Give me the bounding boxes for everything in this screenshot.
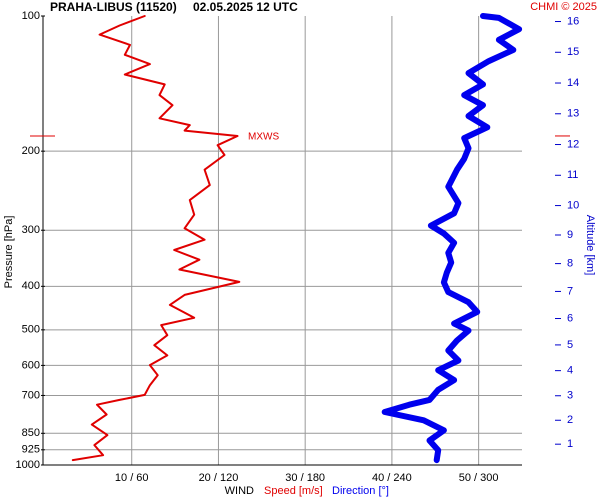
y-tick-label: 300 <box>22 224 40 236</box>
y-tick-label: 850 <box>22 427 40 439</box>
y2-tick-label: 12 <box>567 138 579 150</box>
x-tick-label: 20 / 120 <box>199 472 239 484</box>
mxws-label: MXWS <box>248 132 279 143</box>
profile-line <box>381 13 523 464</box>
y2-tick-label: 14 <box>567 77 579 89</box>
y-tick-label: 400 <box>22 280 40 292</box>
y2-tick-label: 15 <box>567 46 579 58</box>
x-tick-label: 30 / 180 <box>285 472 325 484</box>
y2-tick-label: 2 <box>567 414 573 426</box>
x-tick-label: 50 / 300 <box>459 472 499 484</box>
credit: CHMI © 2025 <box>530 1 597 13</box>
y-tick-label: 600 <box>22 359 40 371</box>
x-axis-label: WIND <box>225 485 254 497</box>
x-tick-label: 40 / 240 <box>372 472 412 484</box>
chart-title: PRAHA-LIBUS (11520) <box>50 0 177 14</box>
y-tick-label: 925 <box>22 444 40 456</box>
y-tick-label: 500 <box>22 324 40 336</box>
y2-tick-label: 10 <box>567 199 579 211</box>
y2-tick-label: 5 <box>567 339 573 351</box>
y2-tick-label: 11 <box>567 169 578 181</box>
y2-axis-label: Altitude [km] <box>584 215 596 276</box>
y2-tick-label: 4 <box>567 365 573 377</box>
y-tick-label: 200 <box>22 145 40 157</box>
y2-tick-label: 13 <box>567 108 579 120</box>
y2-tick-label: 1 <box>567 438 573 450</box>
y2-tick-label: 3 <box>567 390 573 402</box>
y2-tick-label: 8 <box>567 258 573 270</box>
y2-tick-label: 9 <box>567 229 573 241</box>
x-tick-label: 10 / 60 <box>115 472 149 484</box>
profile-line <box>71 15 241 462</box>
y-tick-label: 100 <box>22 10 40 22</box>
legend-entry: Speed [m/s] <box>264 485 323 497</box>
y2-tick-label: 6 <box>567 312 573 324</box>
chart-subtitle: 02.05.2025 12 UTC <box>193 0 298 14</box>
y-tick-label: 1000 <box>16 459 40 471</box>
y-tick-label: 700 <box>22 389 40 401</box>
legend-entry: Direction [°] <box>332 485 389 497</box>
y2-tick-label: 16 <box>567 15 579 27</box>
y-axis-label: Pressure [hPa] <box>3 216 15 289</box>
y2-tick-label: 7 <box>567 285 573 297</box>
